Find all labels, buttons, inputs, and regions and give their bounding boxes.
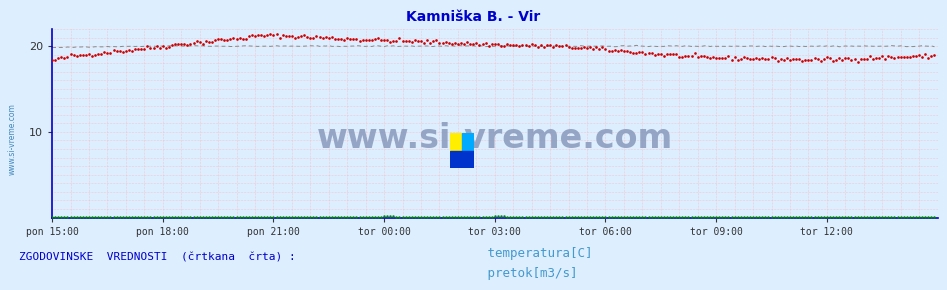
Bar bbox=[462, 133, 474, 151]
Text: www.si-vreme.com: www.si-vreme.com bbox=[8, 103, 17, 175]
Text: Kamniška B. - Vir: Kamniška B. - Vir bbox=[406, 10, 541, 24]
Text: pretok[m3/s]: pretok[m3/s] bbox=[480, 267, 578, 280]
Text: temperatura[C]: temperatura[C] bbox=[480, 247, 593, 260]
Text: www.si-vreme.com: www.si-vreme.com bbox=[316, 122, 673, 155]
Bar bbox=[450, 133, 462, 151]
Bar bbox=[450, 151, 474, 168]
Text: ZGODOVINSKE  VREDNOSTI  (črtkana  črta) :: ZGODOVINSKE VREDNOSTI (črtkana črta) : bbox=[19, 252, 295, 262]
